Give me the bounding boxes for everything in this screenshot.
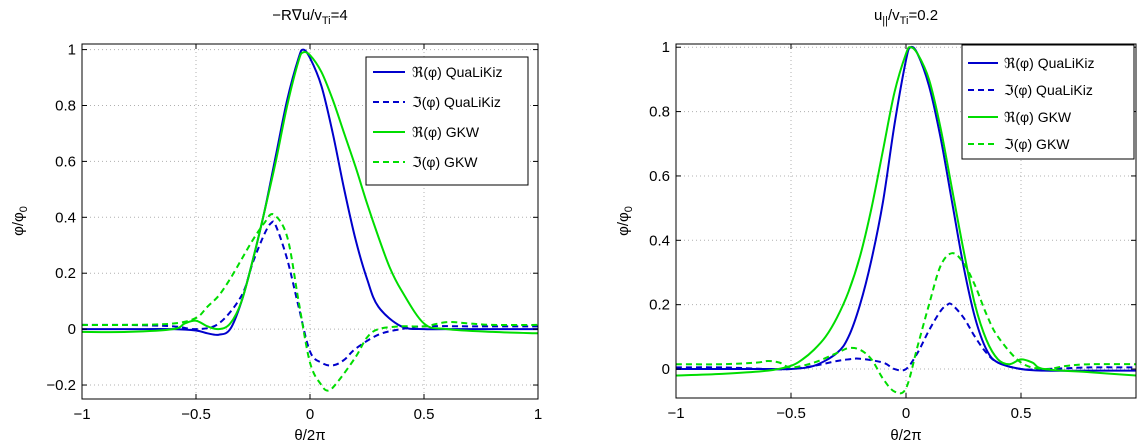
- y-tick-label: 0.6: [55, 153, 76, 170]
- y-tick-label: 0.8: [55, 97, 76, 114]
- y-tick-label: 0.6: [649, 168, 670, 185]
- legend-label-1: ℑ(φ) QuaLiKiz: [1004, 82, 1093, 98]
- y-tick-label: 1: [662, 39, 670, 56]
- legend-label-2: ℜ(φ) GKW: [1004, 109, 1072, 125]
- y-tick-label: 0.2: [649, 297, 670, 314]
- chart-left: −R∇u/vTi=4 −1 −0.5 0 0.5 1 −0.2 0 0.2 0.4 0.6 0.8 1…: [10, 7, 542, 444]
- chart-right-title: u||/vTi=0.2: [874, 7, 938, 27]
- chart-right-tick-labels: −1 −0.5 0 0.5 0 0.2 0.4 0.6 0.8 1: [649, 39, 1031, 422]
- y-tick-label: 0: [662, 361, 670, 378]
- chart-right: u||/vTi=0.2 −1 −0.5 0 0.5 0 0.2 0.4 0.6 0.8 1 θ/2…: [615, 7, 1137, 444]
- series-line-3: [82, 213, 538, 392]
- chart-left-ylabel: φ/φ0: [10, 206, 30, 236]
- chart-right-legend: ℜ(φ) QuaLiKiz ℑ(φ) QuaLiKiz ℜ(φ) GKW ℑ(φ…: [961, 44, 1135, 160]
- y-tick-label: 0.4: [649, 232, 670, 249]
- legend-label-3: ℑ(φ) GKW: [412, 154, 478, 170]
- series-line-3: [676, 252, 1136, 395]
- legend-label-0: ℜ(φ) QuaLiKiz: [1004, 55, 1095, 71]
- chart-right-xlabel: θ/2π: [890, 427, 921, 444]
- legend-label-3: ℑ(φ) GKW: [1004, 136, 1070, 152]
- y-tick-label: 0.8: [649, 104, 670, 121]
- x-tick-label: 1: [534, 406, 542, 423]
- x-tick-label: 0: [902, 405, 910, 422]
- chart-left-title: −R∇u/vTi=4: [272, 7, 348, 27]
- chart-left-legend: ℜ(φ) QuaLiKiz ℑ(φ) QuaLiKiz ℜ(φ) GKW ℑ(φ…: [365, 56, 529, 186]
- chart-right-ylabel: φ/φ0: [615, 206, 635, 236]
- series-line-1: [82, 220, 538, 367]
- y-tick-label: 0.2: [55, 265, 76, 282]
- series-line-0: [82, 48, 538, 336]
- legend-box: [365, 56, 529, 186]
- chart-left-xlabel: θ/2π: [294, 427, 325, 444]
- chart-left-tick-labels: −1 −0.5 0 0.5 1 −0.2 0 0.2 0.4 0.6 0.8 1: [46, 42, 542, 423]
- x-tick-label: −0.5: [776, 405, 806, 422]
- legend-label-0: ℜ(φ) QuaLiKiz: [412, 64, 503, 80]
- x-tick-label: 0.5: [414, 406, 435, 423]
- x-tick-label: 0: [306, 406, 314, 423]
- legend-label-1: ℑ(φ) QuaLiKiz: [412, 94, 501, 110]
- x-tick-label: 0.5: [1011, 405, 1032, 422]
- legend-label-2: ℜ(φ) GKW: [412, 124, 480, 140]
- chart-right-series: [676, 45, 1136, 395]
- x-tick-label: −0.5: [181, 406, 211, 423]
- series-line-1: [676, 302, 1136, 372]
- chart-left-series: [82, 48, 538, 392]
- series-line-2: [82, 50, 538, 335]
- chart-left-ticks: [81, 44, 539, 399]
- y-tick-label: −0.2: [46, 377, 76, 394]
- series-line-2: [676, 46, 1136, 377]
- x-tick-label: −1: [73, 406, 90, 423]
- y-tick-label: 0: [68, 321, 76, 338]
- y-tick-label: 0.4: [55, 209, 76, 226]
- y-tick-label: 1: [68, 42, 76, 59]
- x-tick-label: −1: [667, 405, 684, 422]
